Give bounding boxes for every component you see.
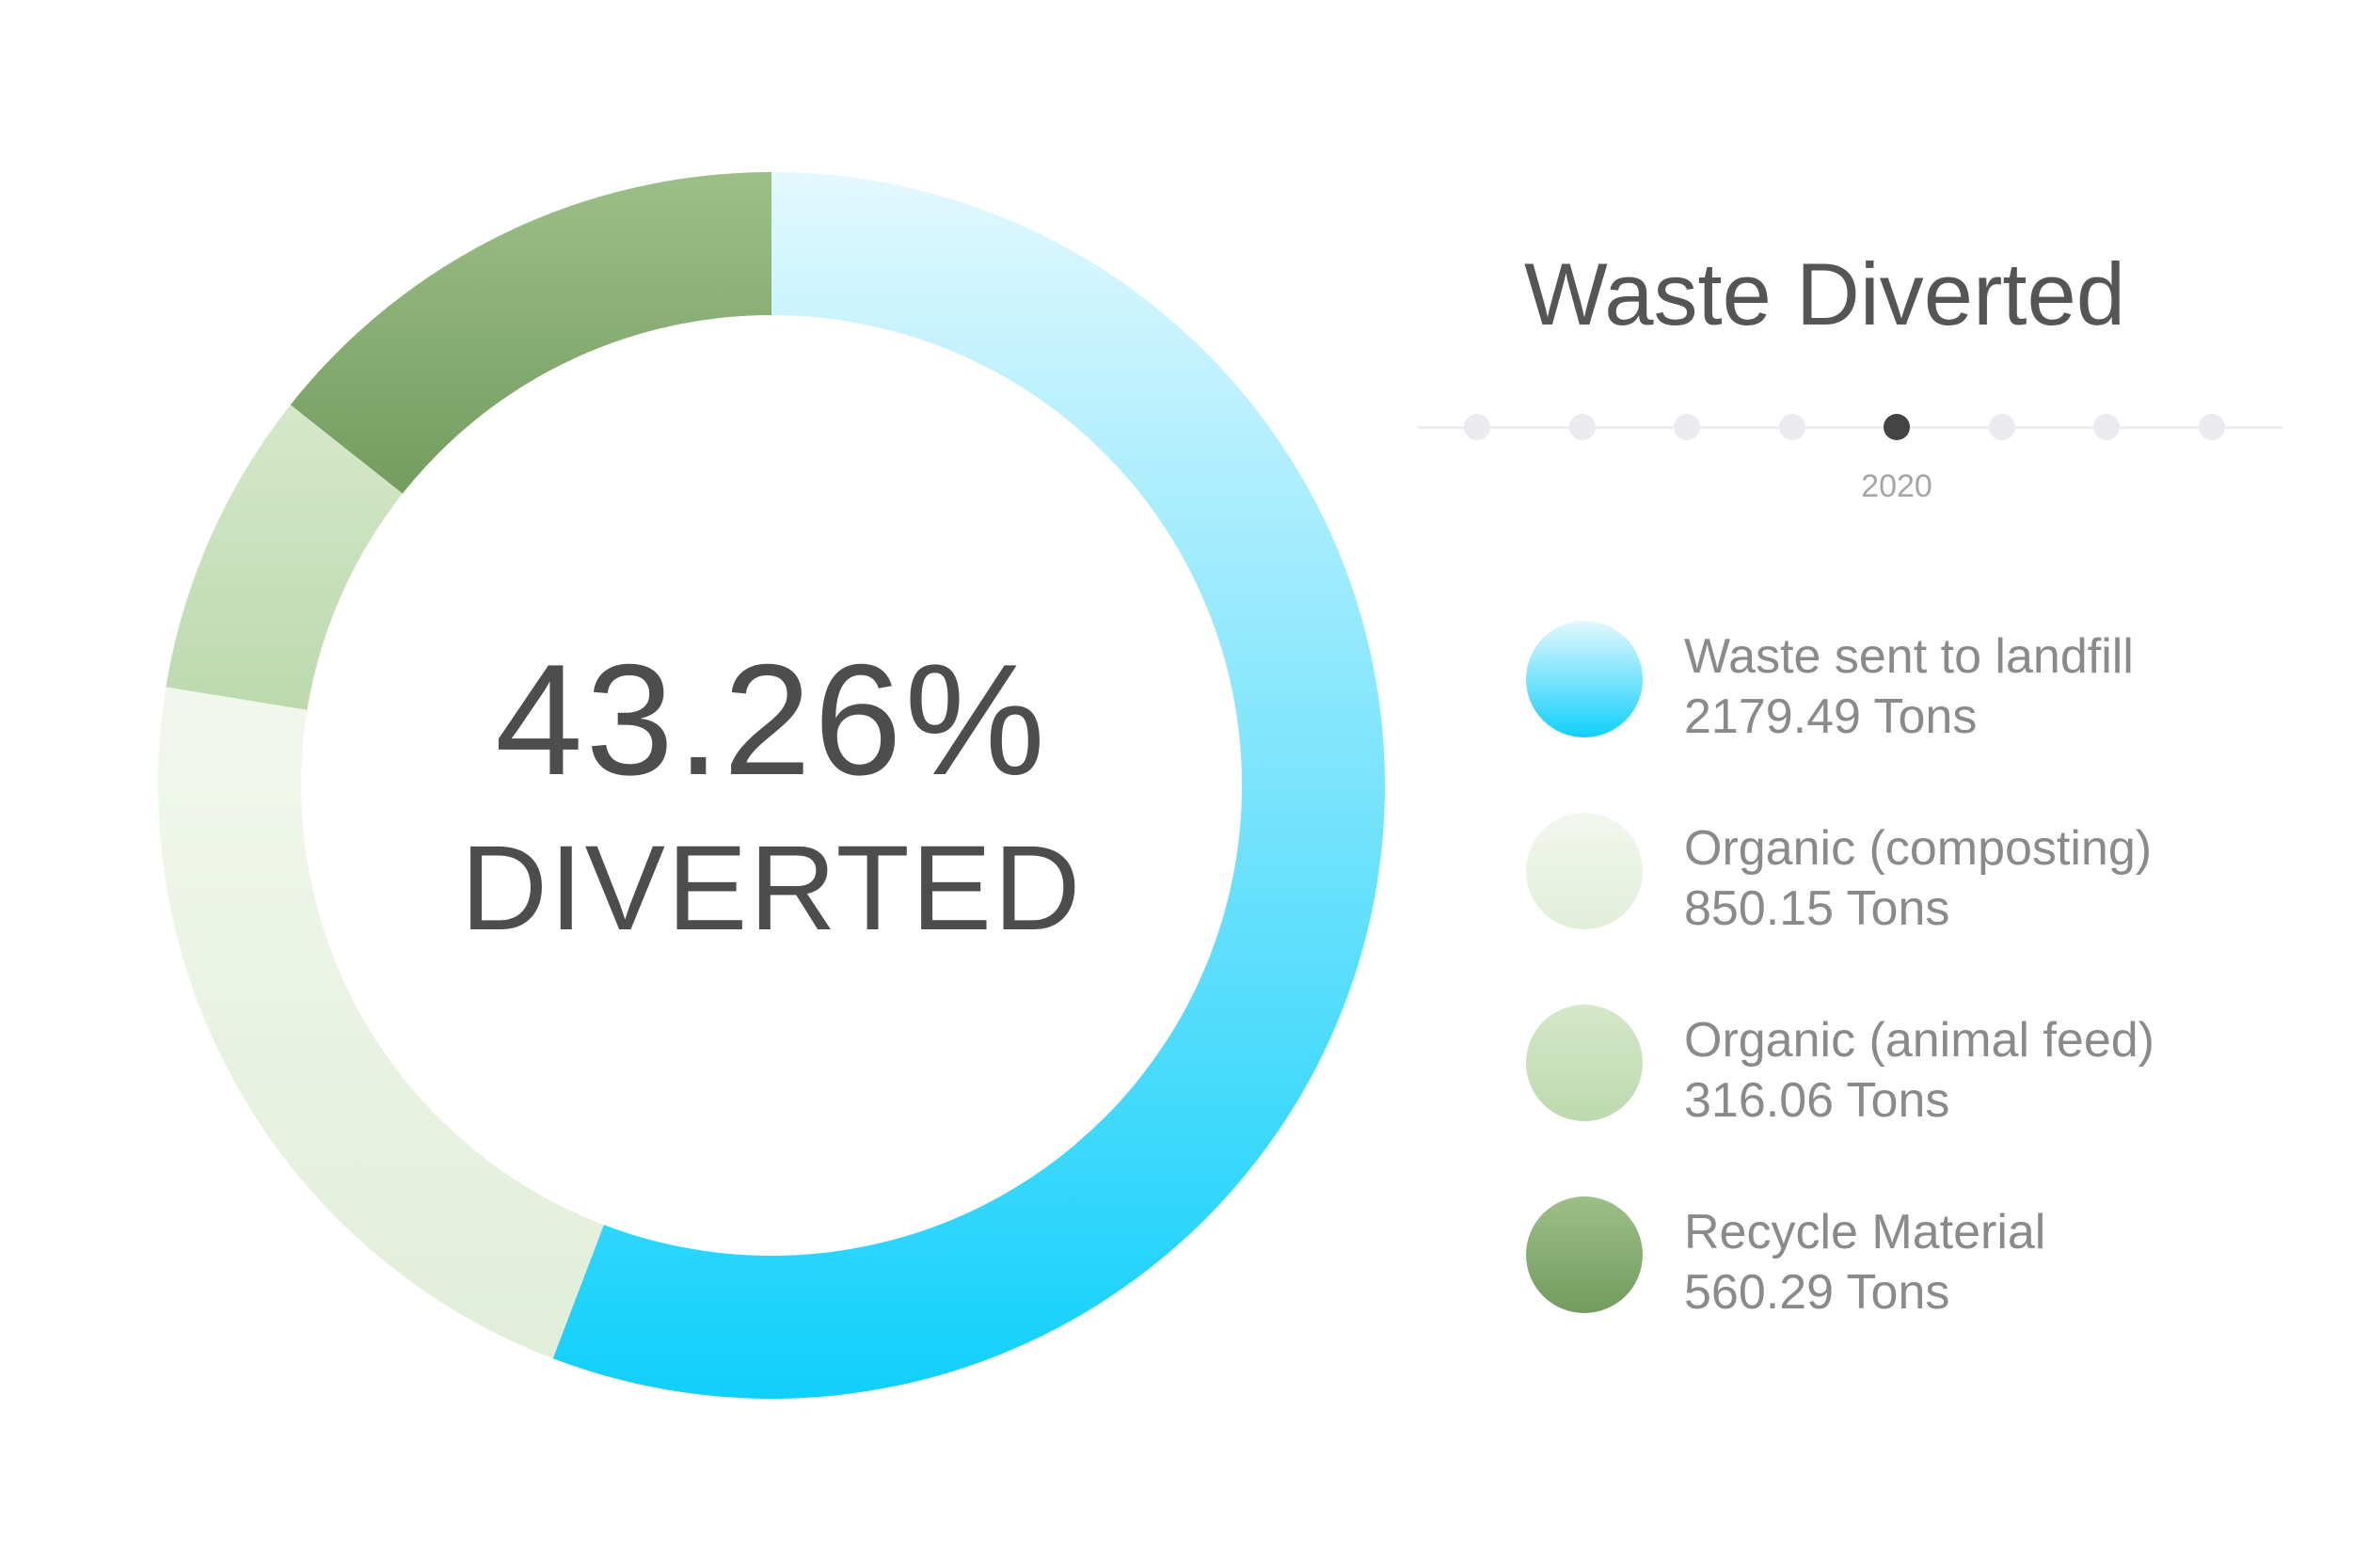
timeline-dot[interactable]: [2093, 414, 2120, 440]
donut-segments: [158, 172, 1385, 1399]
timeline-dot-selected[interactable]: [1884, 414, 1910, 440]
timeline-selected-year: 2020: [1861, 468, 1932, 504]
donut-slice-animal-feed: [166, 404, 410, 712]
donut-slice-composting: [158, 687, 608, 1359]
donut-chart: [158, 172, 1385, 1399]
legend-item-animal-feed: Organic (animal feed) 316.06 Tons: [1526, 1005, 2185, 1128]
legend-label-composting: Organic (composting): [1684, 821, 2153, 876]
legend-item-composting: Organic (composting) 850.15 Tons: [1526, 813, 2185, 936]
diverted-label: DIVERTED: [460, 821, 1083, 956]
chart-title: Waste Diverted: [1524, 245, 2126, 343]
legend-label-recycle: Recycle Material: [1684, 1205, 2046, 1259]
legend-swatch-composting: [1526, 813, 1643, 929]
legend-value-animal-feed: 316.06 Tons: [1684, 1073, 1950, 1128]
diverted-percentage: 43.26%: [495, 631, 1048, 808]
legend-item-landfill: Waste sent to landfill 2179.49 Tons: [1526, 621, 2185, 744]
year-timeline: 2020: [1417, 395, 2282, 508]
timeline-dot[interactable]: [1778, 414, 1805, 440]
legend-swatch-recycle: [1526, 1196, 1643, 1313]
timeline-dot[interactable]: [1674, 414, 1700, 440]
donut-hole: [301, 315, 1242, 1256]
legend-label-animal-feed: Organic (animal feed): [1684, 1013, 2154, 1068]
legend-value-landfill: 2179.49 Tons: [1684, 689, 1978, 744]
timeline-track: [1417, 426, 2282, 429]
legend-swatch-landfill: [1526, 621, 1643, 737]
timeline-dot[interactable]: [2198, 414, 2225, 440]
legend-value-recycle: 560.29 Tons: [1684, 1265, 1950, 1320]
legend-label-landfill: Waste sent to landfill: [1684, 629, 2134, 684]
donut-slice-landfill: [552, 172, 1385, 1399]
legend-value-composting: 850.15 Tons: [1684, 881, 1950, 936]
timeline-dot[interactable]: [1988, 414, 2015, 440]
timeline-dot[interactable]: [1464, 414, 1490, 440]
timeline-dot[interactable]: [1568, 414, 1596, 440]
legend-item-recycle: Recycle Material 560.29 Tons: [1526, 1196, 2185, 1320]
donut-slice-recycle: [290, 172, 771, 499]
legend-swatch-animal-feed: [1526, 1005, 1643, 1121]
